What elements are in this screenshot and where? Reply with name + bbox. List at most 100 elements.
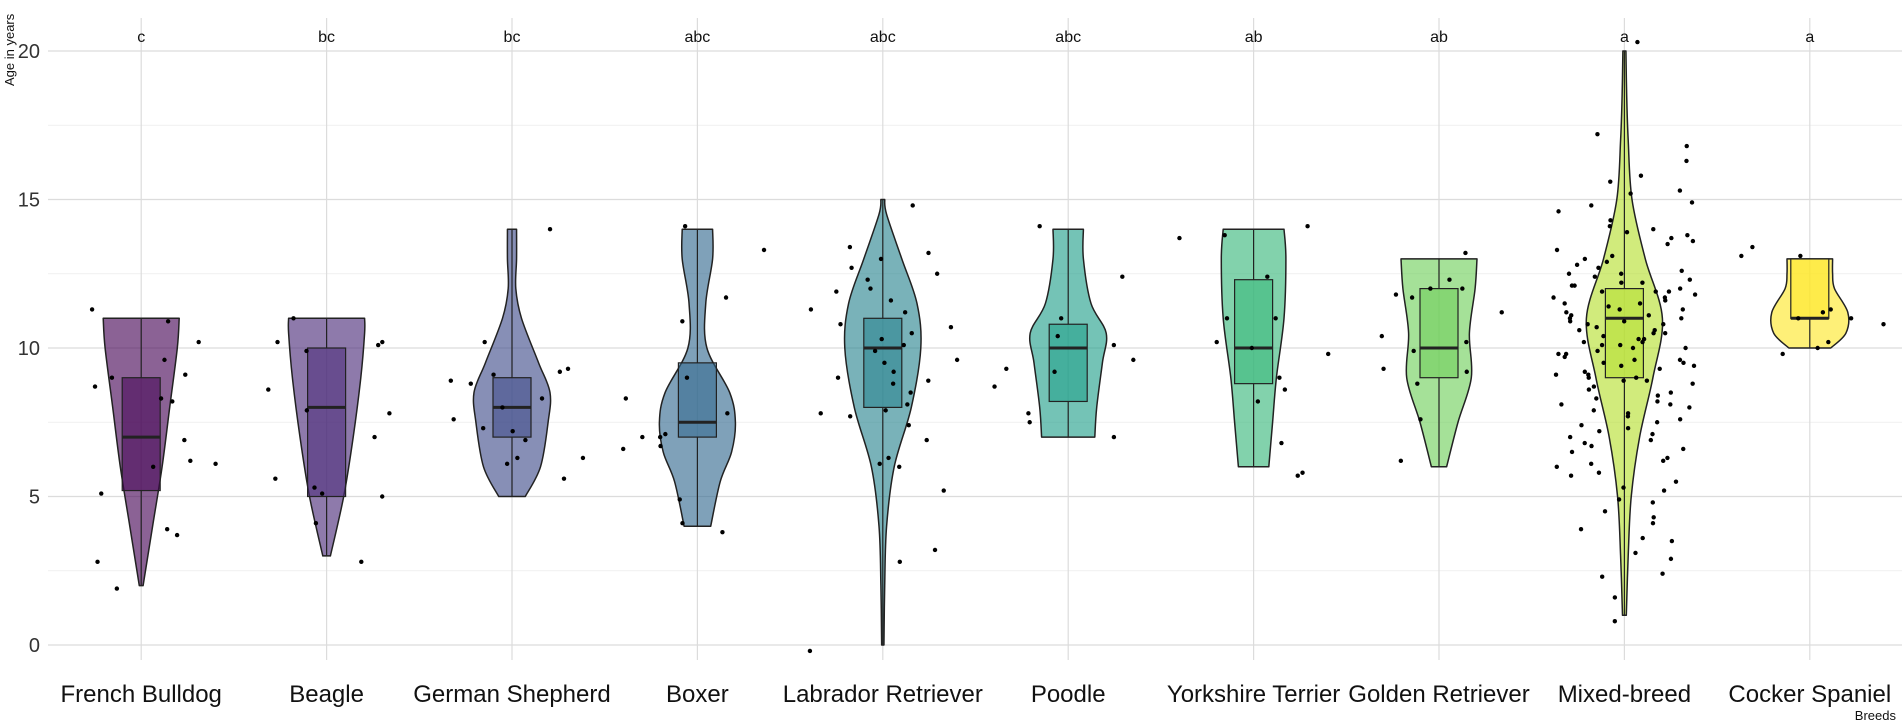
data-point [1566, 271, 1572, 276]
y-tick-label: 0 [29, 635, 40, 657]
data-point [1607, 224, 1613, 229]
data-point [680, 319, 685, 324]
data-point [888, 298, 894, 303]
data-point [891, 369, 896, 374]
data-point [1646, 313, 1651, 318]
data-point [1111, 342, 1117, 348]
data-point [1881, 322, 1886, 327]
data-point [1572, 283, 1577, 288]
data-point [1026, 411, 1031, 416]
data-point [89, 307, 95, 312]
y-tick-label: 15 [18, 190, 40, 212]
data-point [682, 224, 688, 229]
significance-letter: bc [318, 29, 335, 46]
data-point [1691, 363, 1697, 369]
data-point [1381, 366, 1386, 371]
data-point [1579, 423, 1584, 428]
data-point [1578, 526, 1584, 532]
data-point [380, 339, 385, 345]
data-point [1650, 431, 1655, 437]
significance-letter: a [1620, 29, 1629, 46]
data-point [1637, 301, 1643, 306]
data-point [376, 342, 381, 348]
data-point [1599, 289, 1605, 294]
box-7 [1419, 288, 1459, 379]
data-point [1665, 455, 1670, 461]
data-point [1499, 310, 1504, 315]
data-point [1612, 595, 1618, 600]
data-point [1798, 253, 1803, 259]
data-point [882, 360, 887, 366]
data-point [1562, 354, 1567, 360]
significance-letters: c bc bc abc abc abc ab ab a a [137, 29, 1814, 46]
data-point [1679, 268, 1684, 273]
data-point [561, 476, 567, 481]
category-labels: French Bulldog Beagle German Shepherd Boxer… [60, 681, 1891, 708]
data-point [1554, 464, 1560, 469]
data-point [1460, 286, 1465, 291]
data-point [1574, 262, 1580, 268]
significance-letter: ab [1245, 29, 1263, 46]
data-point [174, 532, 180, 538]
data-point [926, 250, 931, 256]
data-point [1692, 292, 1698, 297]
data-point [312, 485, 317, 490]
data-point [658, 443, 663, 449]
data-point [109, 375, 115, 380]
data-point [1624, 229, 1630, 235]
data-point [1666, 289, 1672, 294]
data-point [954, 357, 960, 363]
data-point [1625, 425, 1631, 431]
data-point [1562, 301, 1567, 306]
data-point [684, 375, 690, 380]
data-point [890, 381, 896, 386]
data-point [1617, 307, 1622, 312]
data-point [380, 494, 385, 499]
data-point [1596, 470, 1602, 475]
data-point [95, 559, 100, 565]
data-point [838, 322, 843, 327]
data-point [213, 461, 218, 467]
data-point [1668, 556, 1674, 562]
data-point [1662, 295, 1668, 300]
data-point [1214, 339, 1219, 345]
data-point [539, 396, 545, 401]
data-point [1120, 274, 1125, 279]
y-tick-label: 5 [29, 487, 40, 509]
data-point [1634, 375, 1639, 380]
data-point [1586, 387, 1592, 392]
data-point [848, 414, 853, 419]
data-point [1277, 375, 1282, 380]
box-0 [121, 377, 161, 492]
data-point [835, 375, 841, 380]
data-point [291, 316, 296, 321]
data-point [1650, 500, 1656, 505]
data-point [886, 455, 891, 461]
data-point [1739, 253, 1744, 259]
data-point [1224, 316, 1230, 321]
data-point [1004, 366, 1009, 371]
data-point [1654, 420, 1660, 425]
data-point [677, 497, 682, 502]
data-point [92, 384, 98, 389]
data-point [908, 390, 913, 395]
data-point [621, 446, 626, 452]
data-point [1668, 402, 1673, 407]
data-point [1559, 402, 1564, 407]
data-point [1567, 319, 1573, 324]
data-point [448, 378, 454, 383]
box-5 [1048, 323, 1088, 403]
data-point [1610, 253, 1615, 259]
data-point [1255, 399, 1261, 404]
data-point [1661, 458, 1666, 464]
significance-letter: ab [1430, 29, 1448, 46]
data-point [1608, 179, 1613, 184]
data-point [1582, 256, 1588, 262]
data-point [1796, 316, 1801, 321]
category-label: Cocker Spaniel [1728, 681, 1891, 708]
data-point [1463, 250, 1468, 256]
data-point [1582, 369, 1588, 374]
data-point [451, 417, 456, 422]
data-point [1058, 316, 1064, 321]
data-point [510, 428, 515, 434]
